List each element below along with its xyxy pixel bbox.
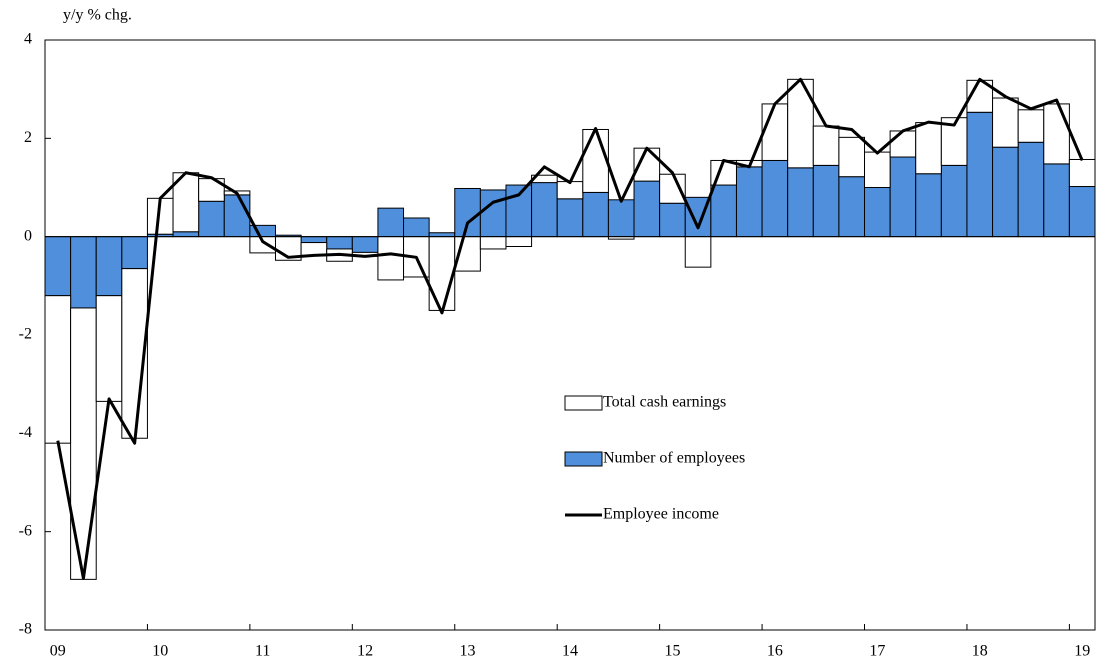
bar	[812, 125, 840, 166]
bar	[70, 236, 97, 309]
bar	[761, 103, 789, 161]
bar	[992, 97, 1019, 148]
x-tick-label: 15	[664, 643, 680, 660]
y-tick-label: -2	[19, 326, 32, 343]
bar	[710, 184, 737, 238]
bar	[403, 217, 430, 238]
x-tick-label: 10	[152, 643, 168, 660]
bar	[479, 189, 507, 238]
bar	[1068, 186, 1096, 238]
bar	[915, 122, 942, 175]
x-tick-label: 11	[255, 643, 270, 660]
bar	[556, 181, 584, 200]
bar	[1017, 141, 1045, 238]
bar	[223, 194, 251, 238]
bar	[44, 295, 72, 444]
bar	[889, 130, 917, 158]
bar	[428, 232, 456, 238]
y-tick-label: 0	[24, 227, 32, 244]
bar	[121, 236, 148, 270]
bar	[940, 164, 968, 238]
bar	[1043, 103, 1070, 165]
bar	[787, 167, 814, 238]
legend-swatch	[564, 451, 603, 467]
bar	[70, 307, 97, 580]
bar	[95, 295, 123, 402]
bar	[915, 173, 942, 238]
bar	[838, 176, 866, 238]
x-tick-label: 17	[869, 643, 885, 660]
bar	[684, 236, 712, 268]
bar	[582, 128, 609, 193]
bar	[531, 182, 558, 238]
bar	[761, 159, 789, 238]
y-tick-label: -6	[19, 522, 32, 539]
legend-label: Number of employees	[603, 450, 745, 467]
bar	[735, 166, 763, 238]
bar	[95, 236, 123, 297]
x-tick-label: 09	[50, 643, 66, 660]
legend-label: Employee income	[603, 506, 719, 523]
bar	[556, 198, 584, 238]
legend-swatch	[564, 395, 603, 411]
bar	[659, 202, 686, 238]
y-tick-label: 4	[24, 31, 32, 48]
bar	[300, 242, 328, 256]
legend-label: Total cash earnings	[603, 394, 726, 411]
bar	[377, 236, 405, 281]
y-tick-label: 2	[24, 129, 32, 146]
bar	[864, 151, 891, 189]
bar	[992, 146, 1019, 238]
plot-frame	[44, 39, 1096, 631]
x-tick-label: 13	[460, 643, 476, 660]
bar	[607, 199, 635, 238]
line	[56, 77, 1084, 580]
bar	[454, 187, 481, 238]
bar	[172, 231, 200, 238]
bar	[505, 236, 533, 248]
bar	[1043, 163, 1070, 238]
bar	[1017, 109, 1045, 143]
bar	[633, 180, 661, 238]
bar	[582, 191, 609, 238]
bar	[300, 236, 328, 244]
y-axis-label: y/y % chg.	[63, 7, 132, 24]
bar	[838, 136, 866, 178]
bar	[44, 236, 72, 297]
bar	[351, 236, 379, 253]
x-tick-label: 14	[562, 643, 578, 660]
y-tick-label: -4	[19, 424, 32, 441]
bar	[889, 156, 917, 238]
x-tick-label: 12	[357, 643, 373, 660]
bar	[428, 236, 456, 311]
bar	[377, 207, 405, 238]
bar	[864, 187, 891, 238]
x-tick-label: 16	[767, 643, 783, 660]
bar	[326, 236, 353, 250]
bar	[1068, 158, 1096, 188]
x-tick-label: 19	[1074, 643, 1090, 660]
bar	[479, 236, 507, 250]
y-tick-label: -8	[19, 621, 32, 638]
x-tick-label: 18	[972, 643, 988, 660]
bar	[966, 111, 994, 238]
bar	[812, 164, 840, 238]
bar	[198, 200, 225, 238]
